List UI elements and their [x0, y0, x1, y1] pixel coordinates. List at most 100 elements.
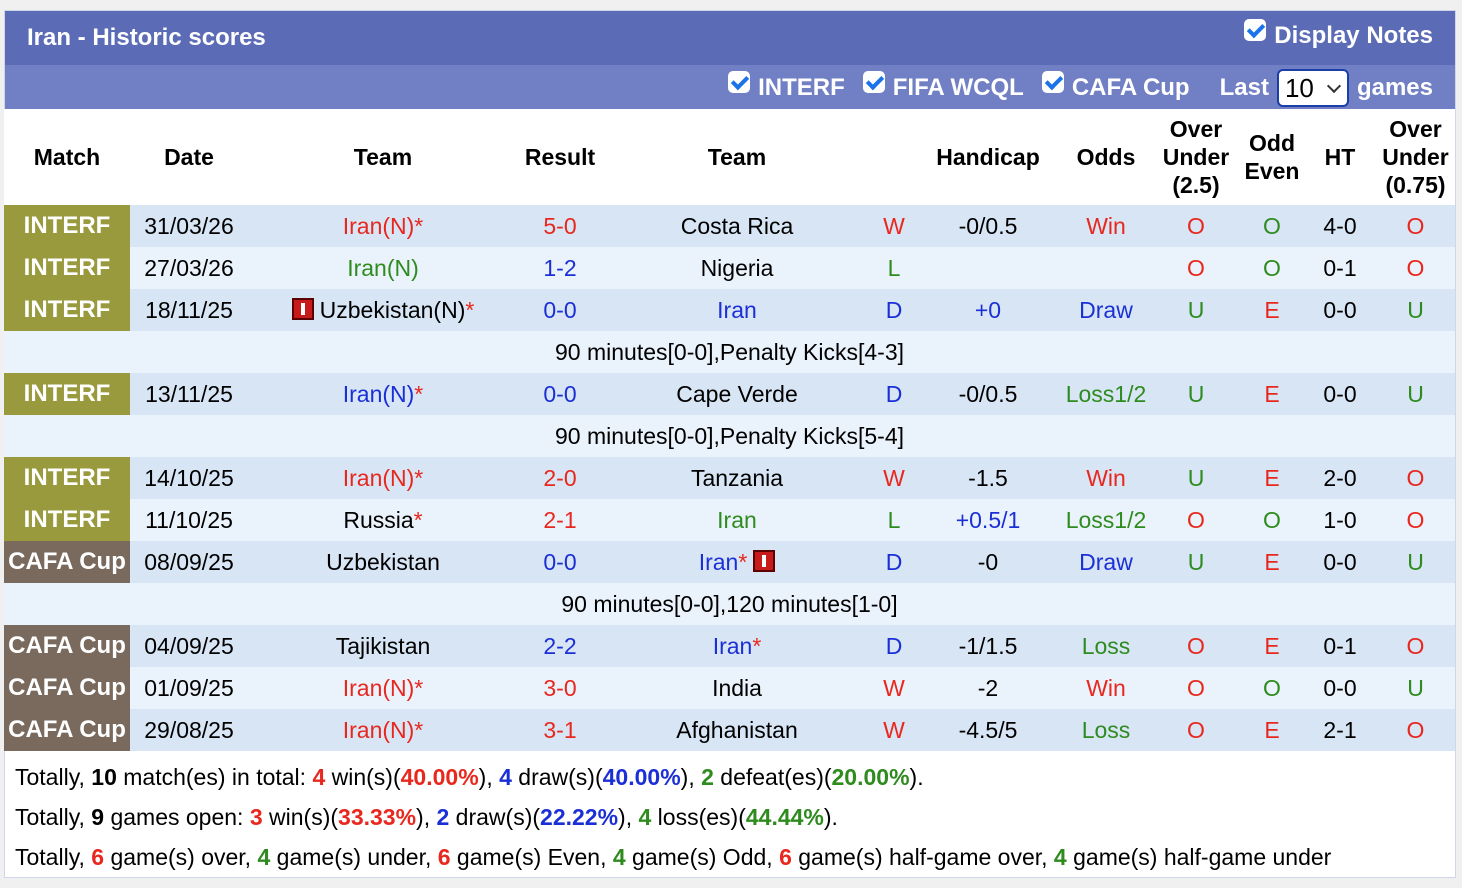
table-row: CAFA Cup 29/08/25 Iran(N)* 3-1 Afghanistan W -…	[4, 709, 1455, 751]
checkbox-checked-icon[interactable]	[728, 71, 751, 93]
away-team[interactable]: Costa Rica	[602, 205, 872, 247]
match-type[interactable]: INTERF	[4, 205, 130, 247]
home-team[interactable]: Iran(N)*	[248, 373, 518, 415]
col-over-under-075: Over Under (0.75)	[1376, 109, 1455, 205]
summary-over-under: Totally, 6 game(s) over, 4 game(s) under…	[15, 844, 1332, 870]
match-type[interactable]: CAFA Cup	[4, 541, 130, 583]
filter-cafa-cup[interactable]: CAFA Cup	[1041, 71, 1190, 102]
home-team[interactable]: Iran(N)*	[248, 709, 518, 751]
away-team[interactable]: Cape Verde	[602, 373, 872, 415]
away-team[interactable]: Nigeria	[602, 247, 872, 289]
games-count-select[interactable]: 10	[1276, 69, 1349, 107]
match-result[interactable]: 2-2	[518, 625, 602, 667]
away-team[interactable]: Iran*	[602, 625, 872, 667]
match-type[interactable]: INTERF	[4, 247, 130, 289]
win-loss: L	[872, 499, 916, 541]
checkbox-checked-icon[interactable]	[1244, 19, 1267, 41]
match-note: 90 minutes[0-0],Penalty Kicks[5-4]	[4, 415, 1455, 457]
match-result[interactable]: 0-0	[518, 289, 602, 331]
away-team-name[interactable]: Iran	[698, 548, 739, 575]
win-loss: L	[872, 247, 916, 289]
home-score: 0	[543, 380, 557, 407]
away-team-name[interactable]: Afghanistan	[676, 716, 798, 743]
match-result[interactable]: 3-1	[518, 709, 602, 751]
handicap: -1/1.5	[916, 625, 1060, 667]
home-team-name[interactable]: Uzbekistan	[326, 548, 440, 575]
match-type[interactable]: INTERF	[4, 373, 130, 415]
away-team-name[interactable]: Iran	[717, 296, 757, 323]
away-team[interactable]: Iran	[602, 499, 872, 541]
home-team[interactable]: Iran(N)*	[248, 457, 518, 499]
away-team[interactable]: Afghanistan	[602, 709, 872, 751]
match-type[interactable]: INTERF	[4, 457, 130, 499]
win-loss: W	[872, 667, 916, 709]
win-loss: D	[872, 625, 916, 667]
match-result[interactable]: 2-1	[518, 499, 602, 541]
home-team[interactable]: Iran(N)*	[248, 205, 518, 247]
away-team-name[interactable]: Nigeria	[700, 254, 774, 281]
table-row: INTERF 27/03/26 Iran(N) 1-2 Nigeria L O O 0-1 O	[4, 247, 1455, 289]
over-under-075: O	[1376, 247, 1455, 289]
match-date: 01/09/25	[130, 667, 248, 709]
home-team-name[interactable]: Russia	[343, 506, 414, 533]
home-team-name[interactable]: Tajikistan	[335, 632, 431, 659]
home-score: 2	[543, 632, 557, 659]
match-date: 04/09/25	[130, 625, 248, 667]
match-type[interactable]: CAFA Cup	[4, 667, 130, 709]
away-score: 0	[563, 296, 577, 323]
away-team[interactable]: India	[602, 667, 872, 709]
match-result[interactable]: 2-0	[518, 457, 602, 499]
match-type[interactable]: INTERF	[4, 499, 130, 541]
table-row: CAFA Cup 04/09/25 Tajikistan 2-2 Iran* D -1/1.…	[4, 625, 1455, 667]
handicap: +0	[916, 289, 1060, 331]
away-team-name[interactable]: Cape Verde	[676, 380, 798, 407]
home-team[interactable]: Uzbekistan	[248, 541, 518, 583]
away-team-name[interactable]: Costa Rica	[680, 212, 794, 239]
home-team-name[interactable]: Uzbekistan(N)	[319, 296, 466, 323]
away-team-name[interactable]: Iran	[717, 506, 757, 533]
display-notes-label: Display Notes	[1274, 22, 1433, 49]
over-under-075: U	[1376, 541, 1455, 583]
odd-even: E	[1240, 289, 1304, 331]
filter-fifa-wcql[interactable]: FIFA WCQL	[862, 71, 1024, 102]
display-notes-toggle[interactable]: Display Notes	[1244, 19, 1433, 50]
over-under: U	[1152, 289, 1240, 331]
away-team[interactable]: Tanzania	[602, 457, 872, 499]
away-team[interactable]: Iran	[602, 289, 872, 331]
checkbox-checked-icon[interactable]	[862, 71, 885, 93]
home-team[interactable]: Uzbekistan(N)*	[248, 289, 518, 331]
home-team[interactable]: Iran(N)	[248, 247, 518, 289]
table-header: Match Date Team Result Team Handicap Odd…	[4, 109, 1455, 205]
home-score: 1	[543, 254, 557, 281]
checkbox-checked-icon[interactable]	[1041, 71, 1064, 93]
match-type[interactable]: CAFA Cup	[4, 709, 130, 751]
home-team-name[interactable]: Iran(N)	[347, 254, 419, 281]
home-star: *	[414, 212, 424, 239]
match-result[interactable]: 5-0	[518, 205, 602, 247]
match-result[interactable]: 0-0	[518, 541, 602, 583]
match-result[interactable]: 3-0	[518, 667, 602, 709]
away-team-name[interactable]: Iran	[712, 632, 753, 659]
home-team-name[interactable]: Iran(N)	[342, 212, 415, 239]
home-team[interactable]: Russia*	[248, 499, 518, 541]
home-team-name[interactable]: Iran(N)	[342, 716, 415, 743]
home-team[interactable]: Tajikistan	[248, 625, 518, 667]
away-team-name[interactable]: Tanzania	[690, 464, 784, 491]
games-label: games	[1356, 74, 1433, 101]
home-team[interactable]: Iran(N)*	[248, 667, 518, 709]
home-team-name[interactable]: Iran(N)	[342, 464, 415, 491]
over-under-075: U	[1376, 373, 1455, 415]
match-result[interactable]: 0-0	[518, 373, 602, 415]
away-team-name[interactable]: India	[712, 674, 762, 701]
match-type[interactable]: CAFA Cup	[4, 625, 130, 667]
match-type[interactable]: INTERF	[4, 289, 130, 331]
filter-interf[interactable]: INTERF	[728, 71, 845, 102]
odd-even: E	[1240, 457, 1304, 499]
home-team-name[interactable]: Iran(N)	[342, 380, 415, 407]
home-team-name[interactable]: Iran(N)	[342, 674, 415, 701]
match-result[interactable]: 1-2	[518, 247, 602, 289]
col-ou75-line3: (0.75)	[1385, 172, 1446, 198]
away-team[interactable]: Iran*	[602, 541, 872, 583]
half-time: 0-0	[1304, 541, 1376, 583]
table-row: INTERF 31/03/26 Iran(N)* 5-0 Costa Rica W -0/0…	[4, 205, 1455, 247]
